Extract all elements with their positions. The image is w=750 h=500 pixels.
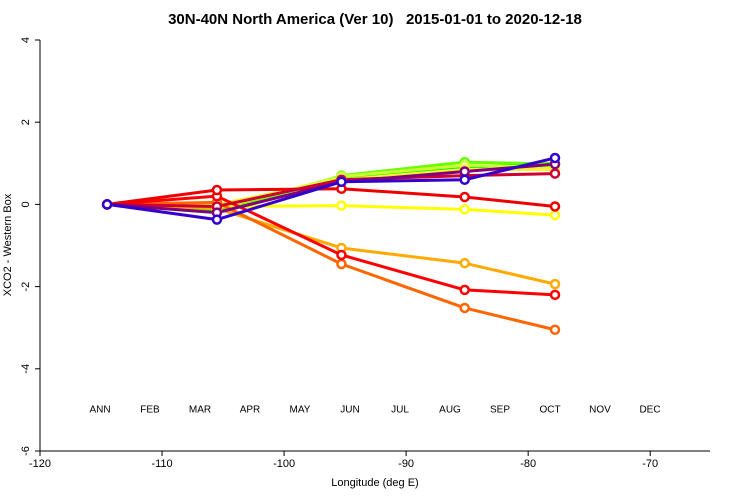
y-tick-label: -6 xyxy=(20,446,32,456)
point xyxy=(336,200,347,211)
point xyxy=(459,284,470,296)
point xyxy=(459,191,470,203)
point xyxy=(459,174,470,185)
y-axis-label: XCO2 - Western Box xyxy=(2,193,14,296)
y-tick-label: -2 xyxy=(20,282,32,292)
legend-label: JUN xyxy=(340,405,359,416)
point xyxy=(211,184,223,196)
x-tick-label: -80 xyxy=(520,458,536,470)
point xyxy=(459,302,470,314)
x-tick-label: -70 xyxy=(642,458,658,470)
series-line xyxy=(107,202,556,286)
point xyxy=(211,214,223,225)
point xyxy=(549,209,561,221)
y-tick-label: 2 xyxy=(20,119,32,125)
y-tick-label: -4 xyxy=(20,364,32,374)
legend-label: DEC xyxy=(639,405,660,416)
point xyxy=(549,289,561,301)
legend-label: FEB xyxy=(140,405,160,416)
x-tick-label: -100 xyxy=(273,458,295,470)
legend-label: AUG xyxy=(439,405,461,416)
series-line xyxy=(107,200,556,332)
point xyxy=(459,166,470,177)
legend-label: JUL xyxy=(391,405,409,416)
point xyxy=(549,201,561,212)
chart-title: 30N-40N North America (Ver 10) 2015-01-0… xyxy=(168,11,582,28)
x-tick-label: -120 xyxy=(29,458,51,470)
point xyxy=(549,278,561,290)
point xyxy=(459,257,470,269)
legend-label: MAY xyxy=(290,405,311,416)
legend-label: APR xyxy=(240,405,261,416)
point xyxy=(549,152,561,164)
point xyxy=(549,168,561,179)
legend-label: SEP xyxy=(490,405,510,416)
y-tick-label: 0 xyxy=(20,201,32,207)
point xyxy=(459,204,470,215)
legend-label: OCT xyxy=(539,405,560,416)
x-axis-label: Longitude (deg E) xyxy=(331,477,418,489)
x-tick-label: -110 xyxy=(151,458,172,470)
x-tick-label: -90 xyxy=(398,458,414,470)
legend-label: ANN xyxy=(89,405,110,416)
y-tick-label: 4 xyxy=(20,37,32,43)
legend-label: MAR xyxy=(189,405,211,416)
point xyxy=(336,258,347,270)
point xyxy=(336,176,347,188)
point xyxy=(101,199,113,210)
legend-label: NOV xyxy=(589,405,611,416)
point xyxy=(336,249,347,261)
point xyxy=(549,324,561,336)
